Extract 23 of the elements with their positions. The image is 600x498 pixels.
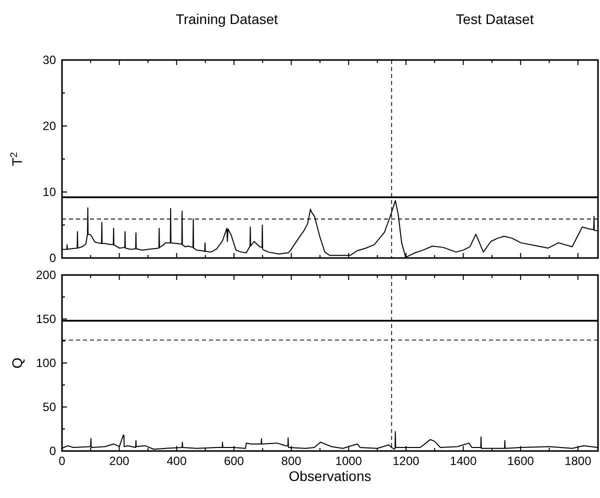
x-axis-title: Observations [288, 468, 372, 484]
y-tick-label: 50 [42, 400, 56, 414]
x-tick-label: 400 [166, 454, 187, 468]
text: Test Dataset [456, 11, 534, 27]
y-tick-label: 0 [49, 251, 56, 265]
y-tick-label: 150 [36, 312, 56, 326]
y-tick-label: 100 [36, 356, 56, 370]
x-tick-label: 600 [224, 454, 244, 468]
text: Training Dataset [176, 11, 278, 27]
y-tick-label: 30 [42, 53, 56, 67]
x-tick-label: 1400 [450, 454, 477, 468]
y-tick-label: 0 [49, 444, 56, 458]
y-tick-label: 200 [36, 268, 56, 282]
x-tick-label: 1800 [564, 454, 592, 468]
x-tick-label: 0 [58, 454, 66, 468]
x-tick-label: 1600 [507, 454, 534, 468]
x-tick-label: 800 [281, 454, 302, 468]
y-tick-label: 10 [42, 185, 56, 199]
y-axis-title: Q [9, 357, 25, 368]
x-tick-label: 1000 [335, 454, 362, 468]
y-tick-label: 20 [42, 119, 56, 133]
x-tick-label: 1200 [392, 454, 420, 468]
x-tick-label: 200 [109, 454, 130, 468]
